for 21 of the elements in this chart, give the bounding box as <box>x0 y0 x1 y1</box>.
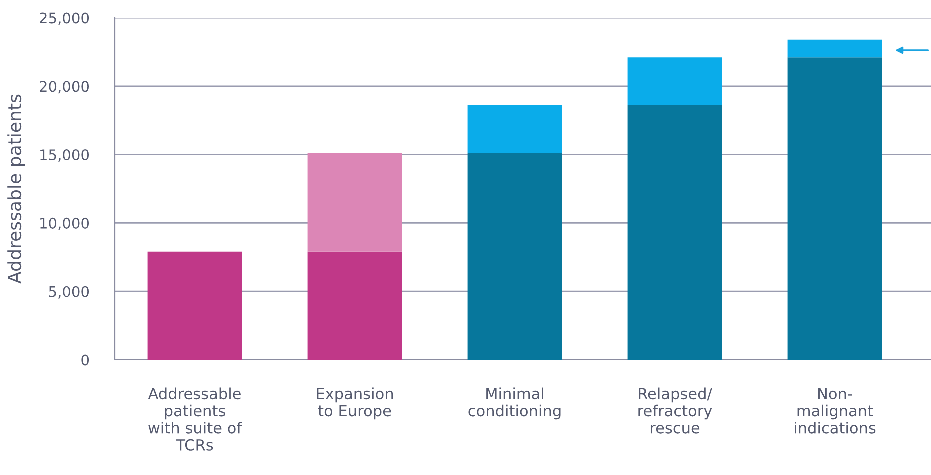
bar <box>788 58 882 360</box>
bar <box>468 106 562 154</box>
y-axis-title: Addressable patients <box>8 94 26 284</box>
y-tick-label: 5,000 <box>49 286 90 299</box>
x-tick-label: Expansion to Europe <box>317 388 394 420</box>
y-tick-label: 25,000 <box>40 12 90 26</box>
bar <box>308 153 402 252</box>
y-tick-label: 10,000 <box>40 218 90 230</box>
y-tick-label: 15,000 <box>40 150 90 162</box>
y-tick-label: 20,000 <box>40 81 90 94</box>
bar <box>788 40 882 58</box>
bar <box>468 153 562 360</box>
x-tick-label: Addressable patients with suite of TCRs <box>148 388 242 451</box>
bar <box>308 252 402 360</box>
bar <box>628 58 722 106</box>
bar <box>628 106 722 360</box>
y-tick-label: 0 <box>82 354 90 366</box>
x-tick-label: Relapsed/ refractory rescue <box>638 388 712 434</box>
bar <box>148 252 242 360</box>
x-tick-label: Minimal conditioning <box>468 388 561 420</box>
x-tick-label: Non- malignant indications <box>795 388 876 434</box>
